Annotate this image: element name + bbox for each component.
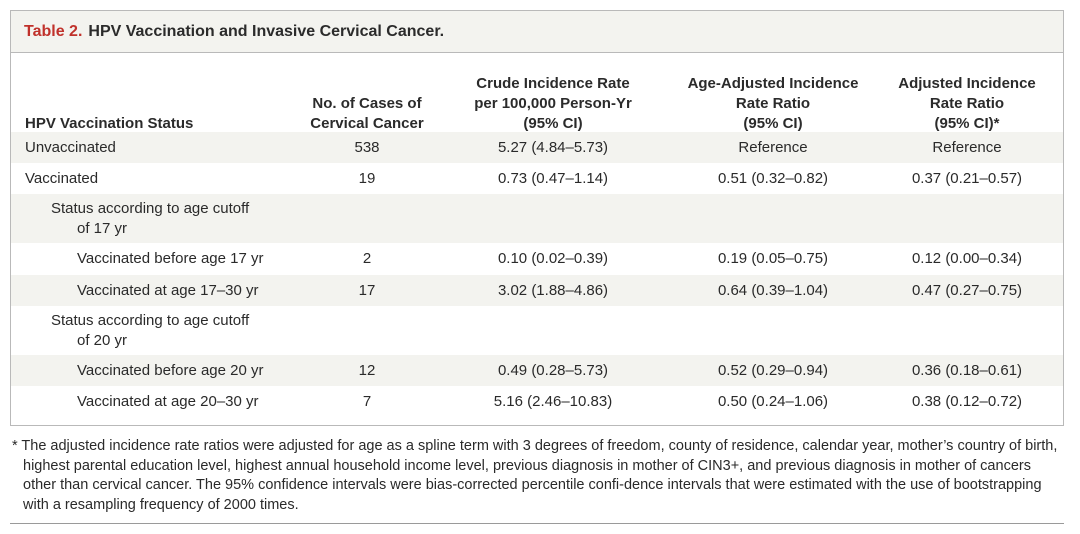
cell-cases: 12	[358, 361, 376, 379]
cell-adjusted: 0.37 (0.21–0.57)	[911, 169, 1023, 187]
cell-crude-rate: 0.49 (0.28–5.73)	[497, 361, 609, 379]
cell-crude-rate: 5.16 (2.46–10.83)	[493, 393, 613, 410]
results-table: Table 2. HPV Vaccination and Invasive Ce…	[10, 10, 1064, 426]
cell-crude-rate: 0.10 (0.02–0.39)	[497, 250, 609, 267]
cell-adjusted: 0.36 (0.18–0.61)	[911, 361, 1023, 379]
col-header-status: HPV Vaccination Status	[25, 115, 194, 132]
cell-age-adjusted: 0.50 (0.24–1.06)	[717, 393, 829, 410]
cell-crude-rate: 3.02 (1.88–4.86)	[497, 281, 609, 299]
cell-age-adjusted: 0.51 (0.32–0.82)	[717, 169, 829, 187]
col-header-adjusted: Adjusted Incidence Rate Ratio (95% CI)*	[898, 75, 1036, 132]
table-title-bar: Table 2. HPV Vaccination and Invasive Ce…	[11, 11, 1063, 53]
cell-adjusted: 0.38 (0.12–0.72)	[911, 393, 1023, 410]
cell-adjusted: 0.47 (0.27–0.75)	[911, 281, 1023, 299]
cell-adjusted: Reference	[932, 138, 1002, 156]
cell-cases: 2	[362, 250, 372, 267]
row-label: Status according to age cutoff of 20 yr	[51, 311, 250, 349]
cell-cases: 17	[358, 281, 376, 299]
table-header-row: HPV Vaccination Status No. of Cases of C…	[11, 53, 1063, 142]
cell-age-adjusted: 0.64 (0.39–1.04)	[717, 281, 829, 299]
table-row: Vaccinated at age 17–30 yr 17 3.02 (1.88…	[11, 275, 1063, 306]
row-label: Vaccinated at age 20–30 yr	[77, 393, 259, 410]
cell-crude-rate: 5.27 (4.84–5.73)	[497, 138, 609, 156]
table-title: HPV Vaccination and Invasive Cervical Ca…	[88, 22, 445, 40]
table-row-subheading: Status according to age cutoff of 17 yr	[11, 194, 1063, 243]
table-row-subheading: Status according to age cutoff of 20 yr	[11, 306, 1063, 355]
cell-cases: 19	[358, 169, 376, 187]
cell-age-adjusted: Reference	[738, 138, 808, 156]
table-row: Unvaccinated 538 5.27 (4.84–5.73) Refere…	[11, 132, 1063, 163]
col-header-age-adjusted: Age-Adjusted Incidence Rate Ratio (95% C…	[687, 75, 859, 132]
row-label: Vaccinated before age 17 yr	[77, 250, 264, 267]
col-header-crude-rate: Crude Incidence Rate per 100,000 Person-…	[474, 75, 632, 132]
cell-age-adjusted: 0.19 (0.05–0.75)	[717, 250, 829, 267]
table-row: Vaccinated at age 20–30 yr 7 5.16 (2.46–…	[11, 386, 1063, 418]
cell-age-adjusted: 0.52 (0.29–0.94)	[717, 361, 829, 379]
table-row: Vaccinated before age 20 yr 12 0.49 (0.2…	[11, 355, 1063, 386]
cell-cases: 538	[354, 138, 380, 156]
col-header-cases: No. of Cases of Cervical Cancer	[310, 95, 424, 132]
cell-crude-rate: 0.73 (0.47–1.14)	[497, 169, 609, 187]
row-label: Unvaccinated	[25, 138, 116, 156]
row-label: Vaccinated at age 17–30 yr	[77, 281, 259, 299]
table-row: Vaccinated before age 17 yr 2 0.10 (0.02…	[11, 243, 1063, 275]
row-label: Vaccinated before age 20 yr	[77, 361, 264, 379]
row-label: Vaccinated	[25, 169, 99, 187]
table-footnote: * The adjusted incidence rate ratios wer…	[12, 438, 1058, 513]
cell-cases: 7	[362, 393, 372, 410]
row-label: Status according to age cutoff of 17 yr	[51, 199, 250, 237]
bottom-rule	[10, 523, 1064, 524]
table-row: Vaccinated 19 0.73 (0.47–1.14) 0.51 (0.3…	[11, 163, 1063, 194]
cell-adjusted: 0.12 (0.00–0.34)	[911, 250, 1023, 267]
table-label: Table 2.	[24, 22, 83, 40]
